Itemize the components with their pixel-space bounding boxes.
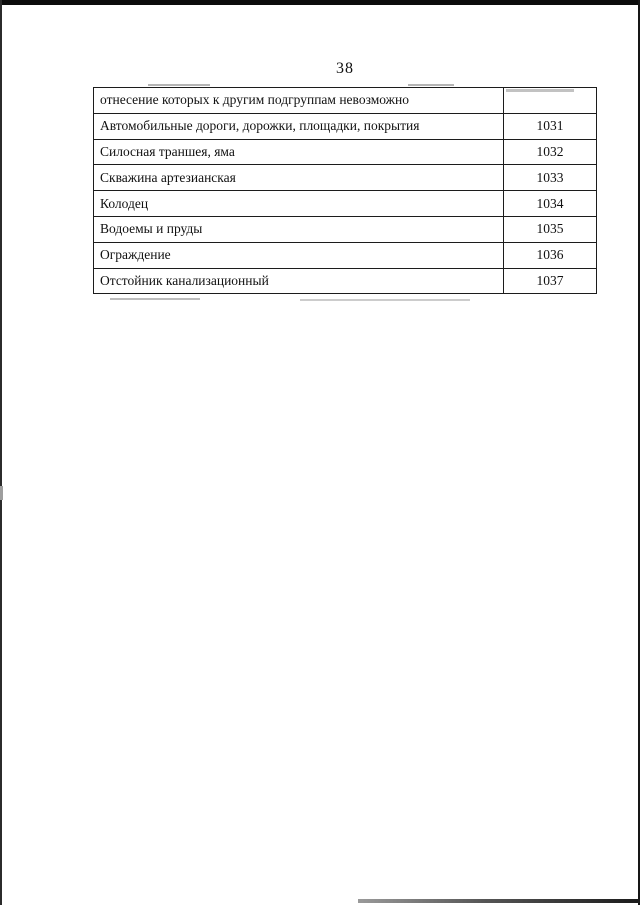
classifier-table: отнесение которых к другим подгруппам не… — [93, 87, 597, 295]
item-name-cell: Силосная траншея, яма — [93, 138, 504, 166]
item-name-cell: Автомобильные дороги, дорожки, площадки,… — [93, 112, 504, 140]
table-row: Силосная траншея, яма 1032 — [93, 138, 597, 166]
scan-border-left — [0, 0, 2, 905]
table-row: Автомобильные дороги, дорожки, площадки,… — [93, 112, 597, 140]
item-name-cell: Колодец — [93, 190, 504, 217]
scan-artifact — [110, 298, 200, 300]
table-row: Водоемы и пруды 1035 — [93, 215, 597, 243]
item-code-cell: 1034 — [503, 190, 597, 217]
table-row: Отстойник канализационный 1037 — [93, 267, 597, 295]
item-code-cell: 1032 — [503, 138, 597, 166]
scan-border-bottom — [358, 899, 640, 903]
item-name-cell: Скважина артезианская — [93, 164, 504, 192]
table-row: Колодец 1034 — [93, 190, 597, 217]
table-row: Ограждение 1036 — [93, 241, 597, 269]
scan-artifact — [408, 84, 454, 86]
item-code-cell: 1037 — [503, 267, 597, 295]
table-row: отнесение которых к другим подгруппам не… — [93, 87, 597, 114]
table-row: Скважина артезианская 1033 — [93, 164, 597, 192]
item-code-cell — [503, 87, 597, 114]
scan-border-top — [0, 0, 640, 5]
item-code-cell: 1035 — [503, 215, 597, 243]
item-name-cell: Отстойник канализационный — [93, 267, 504, 295]
item-name-cell: отнесение которых к другим подгруппам не… — [93, 87, 504, 114]
item-name-cell: Водоемы и пруды — [93, 215, 504, 243]
page-number: 38 — [336, 60, 354, 77]
item-code-cell: 1036 — [503, 241, 597, 269]
scan-artifact — [300, 299, 470, 301]
scan-artifact — [148, 84, 210, 86]
scan-artifact — [0, 486, 3, 500]
classifier-table-body: отнесение которых к другим подгруппам не… — [93, 87, 597, 295]
item-code-cell: 1031 — [503, 112, 597, 140]
item-code-cell: 1033 — [503, 164, 597, 192]
scan-border-right — [638, 0, 640, 905]
item-name-cell: Ограждение — [93, 241, 504, 269]
